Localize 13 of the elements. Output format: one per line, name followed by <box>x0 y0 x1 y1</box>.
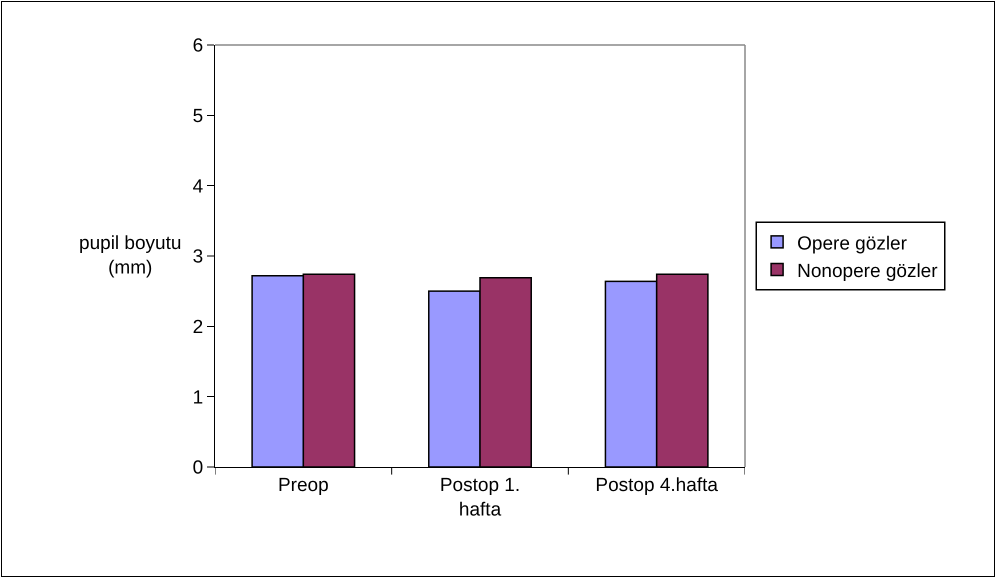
y-tick-label: 6 <box>192 36 204 57</box>
x-tick-label: Postop 4.hafta <box>595 474 718 496</box>
legend-label: Nonopere gözler <box>797 260 938 282</box>
x-tick-label: Preop <box>278 474 329 496</box>
x-tick-label: Postop 1. hafta <box>440 474 520 520</box>
legend-label: Opere gözler <box>797 233 908 254</box>
y-tick-label: 2 <box>192 316 204 338</box>
y-tick-label: 4 <box>192 176 204 198</box>
y-tick-label: 3 <box>192 246 204 268</box>
y-tick-label: 1 <box>192 387 204 408</box>
y-tick-label: 5 <box>192 106 204 127</box>
y-axis-title: pupil boyutu (mm) <box>79 233 182 279</box>
y-tick-label: 0 <box>192 458 204 479</box>
